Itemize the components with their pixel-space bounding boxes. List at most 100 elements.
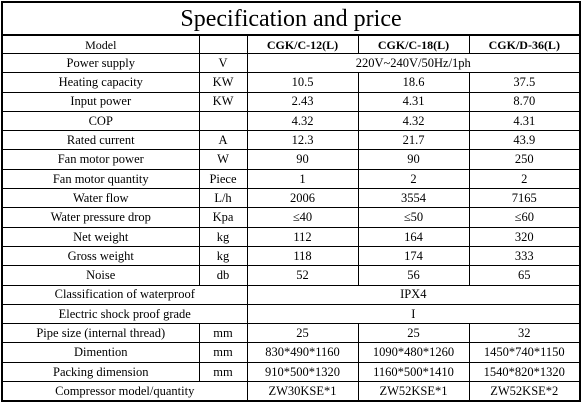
spec-label: Water pressure drop: [1, 207, 200, 228]
spec-row: Rated current A 12.3 21.7 43.9: [1, 130, 581, 151]
spec-row: Net weight kg 112 164 320: [1, 226, 581, 247]
spec-label: Heating capacity: [1, 72, 200, 93]
spec-value: 12.3: [246, 130, 359, 151]
spec-unit: Piece: [198, 168, 248, 190]
spec-row: COP 4.32 4.32 4.31: [1, 110, 581, 132]
spec-value: 25: [246, 323, 359, 344]
header-unit-label: [198, 34, 248, 54]
spec-unit: W: [198, 149, 248, 170]
spec-unit: db: [198, 265, 248, 286]
spec-value: 4.31: [468, 110, 581, 132]
spec-value: 1090*480*1260: [357, 342, 470, 363]
spec-unit: mm: [198, 323, 248, 344]
spec-value: 90: [246, 149, 359, 170]
spec-value: ≤40: [246, 207, 359, 228]
spec-value: 2006: [246, 188, 359, 209]
spec-value: 25: [357, 323, 470, 344]
spec-value: 7165: [468, 188, 581, 209]
spec-label: Input power: [1, 91, 200, 112]
spec-label: Fan motor power: [1, 149, 200, 170]
spec-value: 2: [357, 168, 470, 190]
spec-label: Electric shock proof grade: [1, 303, 248, 325]
spec-label: Fan motor quantity: [1, 168, 200, 190]
spec-label: Pipe size (internal thread): [1, 323, 200, 344]
spec-value: 2.43: [246, 91, 359, 112]
spec-unit: kg: [198, 245, 248, 267]
spec-value: 4.32: [246, 110, 359, 132]
spec-unit: [198, 110, 248, 132]
spec-row: Fan motor power W 90 90 250: [1, 149, 581, 170]
spec-value: I: [246, 303, 581, 325]
spec-label: Net weight: [1, 226, 200, 247]
spec-unit: A: [198, 130, 248, 151]
spec-label: Power supply: [1, 52, 200, 74]
spec-row: Heating capacity KW 10.5 18.6 37.5: [1, 72, 581, 93]
spec-row: Pipe size (internal thread) mm 25 25 32: [1, 323, 581, 344]
spec-value: 90: [357, 149, 470, 170]
spec-label: Classification of waterproof: [1, 284, 248, 305]
spec-unit: V: [198, 52, 248, 74]
spec-row: Water pressure drop Kpa ≤40 ≤50 ≤60: [1, 207, 581, 228]
spec-label: Gross weight: [1, 245, 200, 267]
spec-value: 3554: [357, 188, 470, 209]
spec-unit: kg: [198, 226, 248, 247]
spec-label: Rated current: [1, 130, 200, 151]
spec-value: 65: [468, 265, 581, 286]
spec-value: 52: [246, 265, 359, 286]
spec-row: Dimention mm 830*490*1160 1090*480*1260 1450…: [1, 342, 581, 363]
spec-value: 32: [468, 323, 581, 344]
spec-value: 1: [246, 168, 359, 190]
spec-value: ZW30KSE*1: [246, 381, 359, 403]
spec-value: 1450*740*1150: [468, 342, 581, 363]
spec-value: 1160*500*1410: [357, 361, 470, 383]
spec-label: Compressor model/quantity: [1, 381, 248, 403]
spec-value: 18.6: [357, 72, 470, 93]
spec-value: 2: [468, 168, 581, 190]
spec-row: Fan motor quantity Piece 1 2 2: [1, 168, 581, 190]
spec-row: Classification of waterproof IPX4: [1, 284, 581, 305]
spec-row: Noise db 52 56 65: [1, 265, 581, 286]
spec-value: 37.5: [468, 72, 581, 93]
spec-value: 118: [246, 245, 359, 267]
spec-value: 4.31: [357, 91, 470, 112]
spec-label: Noise: [1, 265, 200, 286]
spec-value: 320: [468, 226, 581, 247]
spec-value: 8.70: [468, 91, 581, 112]
spec-value: ZW52KSE*2: [468, 381, 581, 403]
header-item-label: Model: [1, 34, 200, 54]
spec-row: Electric shock proof grade I: [1, 303, 581, 325]
spec-row: Power supply V 220V~240V/50Hz/1ph: [1, 52, 581, 74]
spec-value: 174: [357, 245, 470, 267]
spec-value: 112: [246, 226, 359, 247]
spec-value: 10.5: [246, 72, 359, 93]
spec-value: ≤50: [357, 207, 470, 228]
spec-unit: KW: [198, 72, 248, 93]
spec-label: COP: [1, 110, 200, 132]
spec-row: Compressor model/quantity ZW30KSE*1 ZW52KS…: [1, 381, 581, 403]
spec-unit: L/h: [198, 188, 248, 209]
spec-row: Packing dimension mm 910*500*1320 1160*500*…: [1, 361, 581, 383]
spec-value: 21.7: [357, 130, 470, 151]
spec-value: 910*500*1320: [246, 361, 359, 383]
spec-unit: Kpa: [198, 207, 248, 228]
header-row: Model CGK/C-12(L) CGK/C-18(L) CGK/D-36(L…: [1, 34, 581, 54]
spec-value: 164: [357, 226, 470, 247]
spec-value: ZW52KSE*1: [357, 381, 470, 403]
spec-row: Water flow L/h 2006 3554 7165: [1, 188, 581, 209]
header-model-2: CGK/C-18(L): [357, 34, 470, 54]
spec-value: 4.32: [357, 110, 470, 132]
spec-row: Input power KW 2.43 4.31 8.70: [1, 91, 581, 112]
header-model-1: CGK/C-12(L): [246, 34, 359, 54]
spec-unit: mm: [198, 342, 248, 363]
spec-label: Packing dimension: [1, 361, 200, 383]
spec-value: 56: [357, 265, 470, 286]
spec-value: 830*490*1160: [246, 342, 359, 363]
spec-unit: mm: [198, 361, 248, 383]
spec-value: 333: [468, 245, 581, 267]
spec-value: 1540*820*1320: [468, 361, 581, 383]
spec-value: 250: [468, 149, 581, 170]
spec-label: Water flow: [1, 188, 200, 209]
spec-value: IPX4: [246, 284, 581, 305]
header-model-3: CGK/D-36(L): [468, 34, 581, 54]
